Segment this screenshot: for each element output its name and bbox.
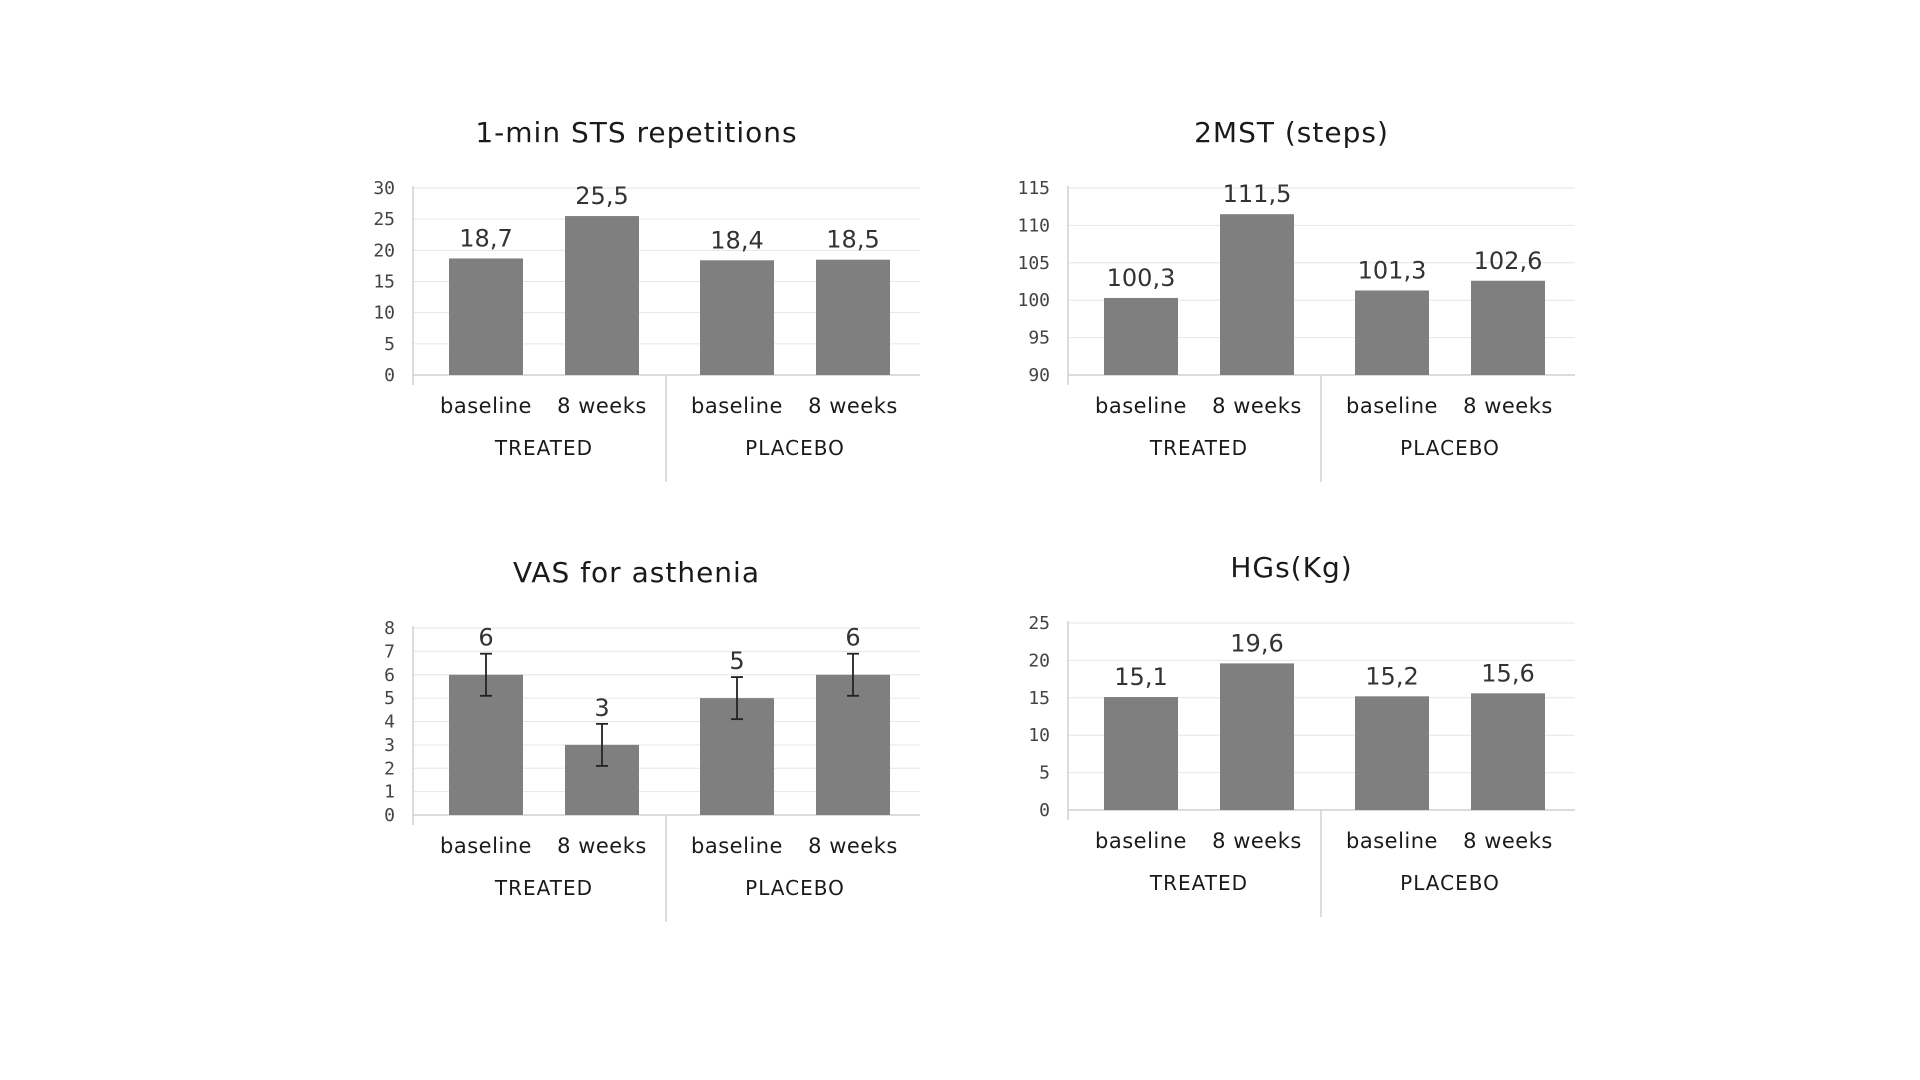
y-tick-label: 5: [1039, 763, 1050, 784]
chart-title: HGs(Kg): [1230, 551, 1352, 584]
x-group-label: TREATED: [494, 436, 593, 460]
y-tick-label: 5: [384, 334, 395, 355]
x-category-label: baseline: [691, 394, 783, 418]
x-category-label: baseline: [1346, 829, 1438, 853]
x-category-label: 8 weeks: [808, 834, 898, 858]
x-category-label: 8 weeks: [808, 394, 898, 418]
bar: [816, 674, 890, 815]
y-tick-label: 6: [384, 665, 395, 686]
chart-sts: 1-min STS repetitions 0 5 10 15 20 25 30 18,7 bas…: [373, 116, 920, 482]
bar: [1471, 693, 1545, 810]
x-category-label: baseline: [691, 834, 783, 858]
y-tick-label: 90: [1028, 365, 1050, 386]
x-category-label: 8 weeks: [557, 834, 647, 858]
bar: [565, 216, 639, 375]
y-tick-label: 15: [1028, 688, 1050, 709]
data-label: 6: [478, 624, 493, 652]
data-label: 15,2: [1365, 662, 1418, 690]
chart-2mst-panel: 2MST (steps) 90 95 100 105 110 115 100,3 baselin…: [1010, 100, 1610, 540]
bar: [1220, 663, 1294, 810]
x-group-label: PLACEBO: [1400, 871, 1500, 895]
chart-sts-panel: 1-min STS repetitions 0 5 10 15 20 25 30 18,7 bas…: [355, 100, 955, 540]
bar: [1355, 696, 1429, 810]
chart-hgs-panel: HGs(Kg) 0 5 10 15 20 25 15,1 baseline 19,6 8 weeks…: [1010, 535, 1610, 975]
bar: [1355, 290, 1429, 375]
x-category-label: 8 weeks: [1212, 394, 1302, 418]
x-category-label: baseline: [1095, 394, 1187, 418]
data-label: 19,6: [1230, 629, 1283, 657]
data-label: 3: [594, 694, 609, 722]
bar: [1471, 280, 1545, 375]
y-tick-label: 0: [1039, 800, 1050, 821]
x-group-label: PLACEBO: [745, 876, 845, 900]
y-tick-label: 20: [1028, 650, 1050, 671]
chart-hgs: HGs(Kg) 0 5 10 15 20 25 15,1 baseline 19,6 8 weeks…: [1028, 551, 1575, 917]
bar: [700, 260, 774, 375]
bar: [1104, 697, 1178, 810]
data-label: 111,5: [1223, 180, 1292, 208]
bar: [449, 258, 523, 375]
data-label: 15,1: [1114, 663, 1167, 691]
x-category-label: baseline: [440, 834, 532, 858]
chart-title: 1-min STS repetitions: [475, 116, 797, 149]
bar: [1104, 297, 1178, 375]
data-label: 102,6: [1474, 247, 1543, 275]
x-group-label: TREATED: [494, 876, 593, 900]
data-label: 25,5: [575, 182, 628, 210]
bar: [816, 259, 890, 375]
chart-title: VAS for asthenia: [513, 556, 760, 589]
x-category-label: 8 weeks: [1212, 829, 1302, 853]
y-tick-label: 15: [373, 272, 395, 293]
data-label: 18,4: [710, 226, 763, 254]
y-tick-label: 7: [384, 641, 395, 662]
data-label: 101,3: [1358, 256, 1427, 284]
x-category-label: baseline: [1095, 829, 1187, 853]
bar: [449, 674, 523, 815]
x-group-label: TREATED: [1149, 436, 1248, 460]
data-label: 18,5: [826, 226, 879, 254]
y-tick-label: 95: [1028, 328, 1050, 349]
bar: [1220, 214, 1294, 375]
x-group-label: PLACEBO: [1400, 436, 1500, 460]
chart-2mst: 2MST (steps) 90 95 100 105 110 115 100,3 baselin…: [1017, 116, 1575, 482]
y-tick-label: 2: [384, 758, 395, 779]
x-category-label: 8 weeks: [1463, 394, 1553, 418]
x-group-label: TREATED: [1149, 871, 1248, 895]
y-tick-label: 0: [384, 805, 395, 826]
data-label: 6: [845, 624, 860, 652]
data-label: 18,7: [459, 224, 512, 252]
y-tick-label: 4: [384, 712, 395, 733]
y-tick-label: 20: [373, 240, 395, 261]
x-category-label: baseline: [1346, 394, 1438, 418]
chart-title: 2MST (steps): [1194, 116, 1389, 149]
chart-vas-panel: VAS for asthenia 0 1 2 3 4 5 6 7 8 6 baseline 3 8 wee…: [355, 540, 955, 980]
x-category-label: 8 weeks: [1463, 829, 1553, 853]
y-tick-label: 8: [384, 618, 395, 639]
data-label: 5: [729, 647, 744, 675]
x-category-label: baseline: [440, 394, 532, 418]
y-tick-label: 5: [384, 688, 395, 709]
y-tick-label: 1: [384, 782, 395, 803]
data-label: 100,3: [1107, 264, 1176, 292]
y-tick-label: 10: [373, 303, 395, 324]
y-tick-label: 105: [1017, 253, 1050, 274]
data-label: 15,6: [1481, 659, 1534, 687]
y-tick-label: 100: [1017, 290, 1050, 311]
x-group-label: PLACEBO: [745, 436, 845, 460]
y-tick-label: 10: [1028, 725, 1050, 746]
y-tick-label: 110: [1017, 215, 1050, 236]
y-tick-label: 115: [1017, 178, 1050, 199]
y-tick-label: 3: [384, 735, 395, 756]
y-tick-label: 30: [373, 178, 395, 199]
y-tick-label: 0: [384, 365, 395, 386]
y-tick-label: 25: [373, 209, 395, 230]
y-tick-label: 25: [1028, 613, 1050, 634]
x-category-label: 8 weeks: [557, 394, 647, 418]
